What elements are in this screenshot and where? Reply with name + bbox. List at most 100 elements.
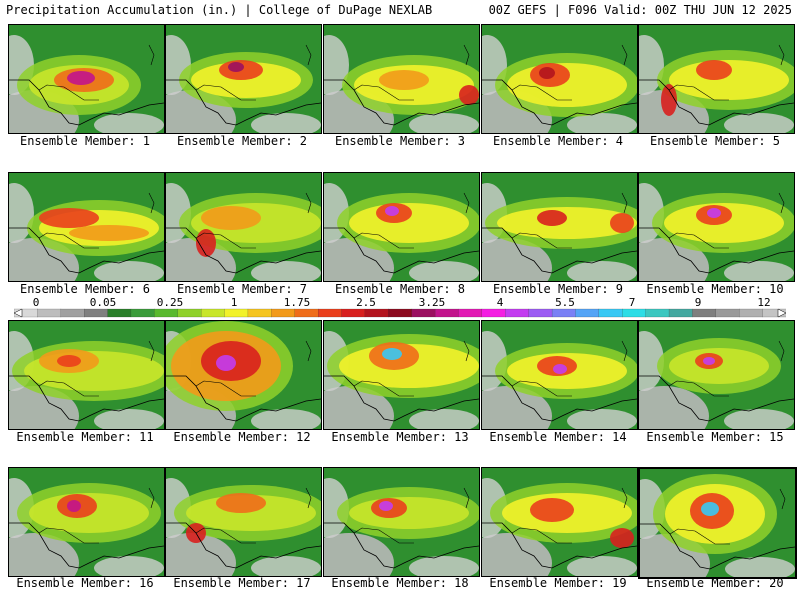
colorbar-tick-label: 3.25 — [418, 296, 446, 309]
ensemble-member-map — [638, 24, 795, 134]
ensemble-member-caption: Ensemble Member: 9 — [492, 282, 624, 296]
ensemble-member-caption: Ensemble Member: 1 — [19, 134, 151, 148]
precip-map-svg — [9, 321, 164, 429]
ensemble-member-map — [481, 467, 638, 577]
ensemble-member-caption: Ensemble Member: 12 — [173, 430, 311, 444]
precip-map-svg — [482, 321, 637, 429]
ensemble-member-caption: Ensemble Member: 7 — [176, 282, 308, 296]
precip-map-svg — [324, 25, 479, 133]
ensemble-member-map — [165, 172, 322, 282]
colorbar-segment — [692, 308, 717, 318]
ensemble-member-caption: Ensemble Member: 17 — [173, 576, 311, 590]
precip-map-svg — [640, 469, 795, 577]
map-header-left: Precipitation Accumulation (in.) | Colle… — [6, 3, 433, 17]
colorbar-segment — [318, 308, 342, 318]
ensemble-member-caption: Ensemble Member: 3 — [334, 134, 466, 148]
ensemble-member-map — [165, 320, 322, 430]
ensemble-member-map — [638, 172, 795, 282]
colorbar-segment — [575, 308, 600, 318]
ensemble-member-map — [481, 320, 638, 430]
colorbar-segment — [388, 308, 413, 318]
ensemble-member-caption: Ensemble Member: 20 — [646, 576, 784, 590]
colorbar-segment — [107, 308, 132, 318]
precip-map-svg — [324, 173, 479, 281]
ensemble-member-map — [8, 467, 165, 577]
colorbar-segment — [294, 308, 319, 318]
precip-map-svg — [482, 468, 637, 576]
precip-map-svg — [9, 173, 164, 281]
colorbar-tick-label: 9 — [694, 296, 702, 309]
colorbar-segment — [154, 308, 179, 318]
colorbar-segment — [364, 308, 389, 318]
precip-map-svg — [482, 173, 637, 281]
ensemble-member-map — [8, 172, 165, 282]
colorbar-segment — [528, 308, 553, 318]
colorbar-tick-label: 2.5 — [356, 296, 376, 309]
precip-map-svg — [9, 25, 164, 133]
colorbar-segment — [37, 308, 62, 318]
ensemble-member-caption: Ensemble Member: 18 — [331, 576, 469, 590]
colorbar-segment — [645, 308, 670, 318]
colorbar-segment — [341, 308, 366, 318]
colorbar-segment — [505, 308, 530, 318]
precip-map-svg — [639, 321, 794, 429]
colorbar-segment — [247, 308, 272, 318]
colorbar-tick-label: 12 — [757, 296, 771, 309]
precip-map-svg — [639, 173, 794, 281]
ensemble-member-map — [165, 467, 322, 577]
map-header-right: 00Z GEFS | F096 Valid: 00Z THU JUN 12 20… — [488, 3, 792, 17]
colorbar-segment — [551, 308, 576, 318]
colorbar-segment — [622, 308, 647, 318]
ensemble-member-caption: Ensemble Member: 10 — [646, 282, 784, 296]
ensemble-member-caption: Ensemble Member: 4 — [492, 134, 624, 148]
colorbar-segment — [668, 308, 693, 318]
precip-map-svg — [166, 25, 321, 133]
colorbar-segment — [762, 308, 786, 318]
precip-colorbar — [14, 308, 786, 318]
ensemble-member-caption: Ensemble Member: 15 — [646, 430, 784, 444]
colorbar-segment — [598, 308, 623, 318]
ensemble-member-map — [481, 24, 638, 134]
ensemble-member-caption: Ensemble Member: 14 — [489, 430, 627, 444]
ensemble-member-map — [323, 467, 480, 577]
ensemble-member-map — [8, 24, 165, 134]
colorbar-tick-label: 7 — [628, 296, 636, 309]
colorbar-tick-label: 5.5 — [555, 296, 575, 309]
colorbar-segment — [130, 308, 155, 318]
colorbar-segment — [411, 308, 436, 318]
colorbar-segment — [458, 308, 483, 318]
colorbar-segment — [434, 308, 459, 318]
colorbar-segment — [60, 308, 85, 318]
colorbar-segment — [177, 308, 202, 318]
ensemble-member-map — [323, 24, 480, 134]
colorbar-segment — [481, 308, 506, 318]
ensemble-member-map — [323, 172, 480, 282]
colorbar-tick-label: 1 — [230, 296, 238, 309]
ensemble-member-caption: Ensemble Member: 8 — [334, 282, 466, 296]
ensemble-member-caption: Ensemble Member: 5 — [649, 134, 781, 148]
ensemble-member-map — [165, 24, 322, 134]
ensemble-member-map — [323, 320, 480, 430]
precip-map-svg — [9, 468, 164, 576]
ensemble-member-caption: Ensemble Member: 16 — [16, 576, 154, 590]
ensemble-member-caption: Ensemble Member: 19 — [489, 576, 627, 590]
colorbar-tick-label: 4 — [496, 296, 504, 309]
precip-map-svg — [482, 25, 637, 133]
precip-map-svg — [166, 173, 321, 281]
ensemble-member-map — [638, 320, 795, 430]
colorbar-tick-label: 1.75 — [283, 296, 311, 309]
colorbar-segment — [715, 308, 740, 318]
precip-map-svg — [324, 321, 479, 429]
colorbar-segment — [224, 308, 249, 318]
ensemble-member-caption: Ensemble Member: 2 — [176, 134, 308, 148]
ensemble-member-caption: Ensemble Member: 13 — [331, 430, 469, 444]
ensemble-member-map — [8, 320, 165, 430]
colorbar-segment — [201, 308, 225, 318]
colorbar-tick-label: 0 — [32, 296, 40, 309]
precip-map-svg — [166, 321, 321, 429]
precip-map-svg — [324, 468, 479, 576]
precip-map-svg — [639, 25, 794, 133]
ensemble-member-caption: Ensemble Member: 11 — [16, 430, 154, 444]
colorbar-tick-label: 0.05 — [89, 296, 117, 309]
colorbar-tick-label: 0.25 — [156, 296, 184, 309]
